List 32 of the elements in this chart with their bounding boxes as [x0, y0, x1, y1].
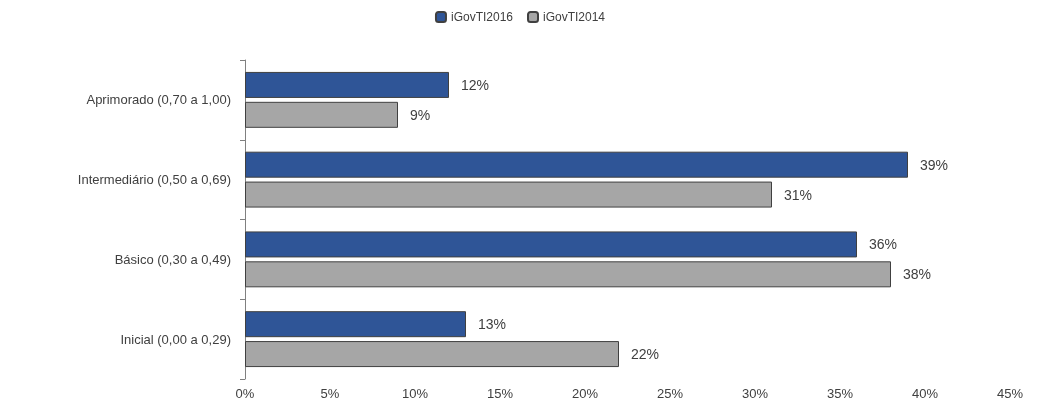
- data-label: 39%: [920, 156, 949, 173]
- y-tick-label: Básico (0,30 a 0,49): [114, 251, 231, 267]
- y-tick-label: Inicial (0,00 a 0,29): [120, 331, 231, 347]
- y-tick-label: Aprimorado (0,70 a 1,00): [86, 92, 231, 108]
- x-tick-label: 0%: [235, 386, 255, 401]
- y-tick-label: Intermediário (0,50 a 0,69): [77, 172, 231, 188]
- x-tick-label: 45%: [996, 386, 1024, 401]
- data-label: 13%: [478, 316, 507, 333]
- data-label: 31%: [784, 186, 813, 203]
- bar: [245, 311, 466, 338]
- x-tick-label: 10%: [401, 386, 429, 401]
- data-label: 12%: [461, 76, 490, 93]
- x-tick-label: 20%: [571, 386, 599, 401]
- bar: [245, 341, 619, 368]
- bar: [245, 71, 449, 98]
- x-tick-label: 25%: [656, 386, 684, 401]
- data-label: 9%: [410, 106, 431, 123]
- data-label: 22%: [631, 346, 660, 363]
- x-tick-label: 15%: [486, 386, 514, 401]
- bar: [245, 151, 908, 178]
- bar: [245, 261, 891, 288]
- bar: [245, 101, 398, 128]
- bar: [245, 231, 857, 258]
- x-tick-label: 40%: [911, 386, 939, 401]
- data-label: 36%: [869, 236, 898, 253]
- x-tick-label: 30%: [741, 386, 769, 401]
- legend-label: iGovTI2016: [450, 10, 514, 24]
- legend-label: iGovTI2014: [543, 10, 606, 24]
- data-label: 38%: [903, 266, 932, 283]
- x-tick-label: 35%: [826, 386, 854, 401]
- bar: [245, 181, 772, 208]
- x-tick-label: 5%: [320, 386, 340, 401]
